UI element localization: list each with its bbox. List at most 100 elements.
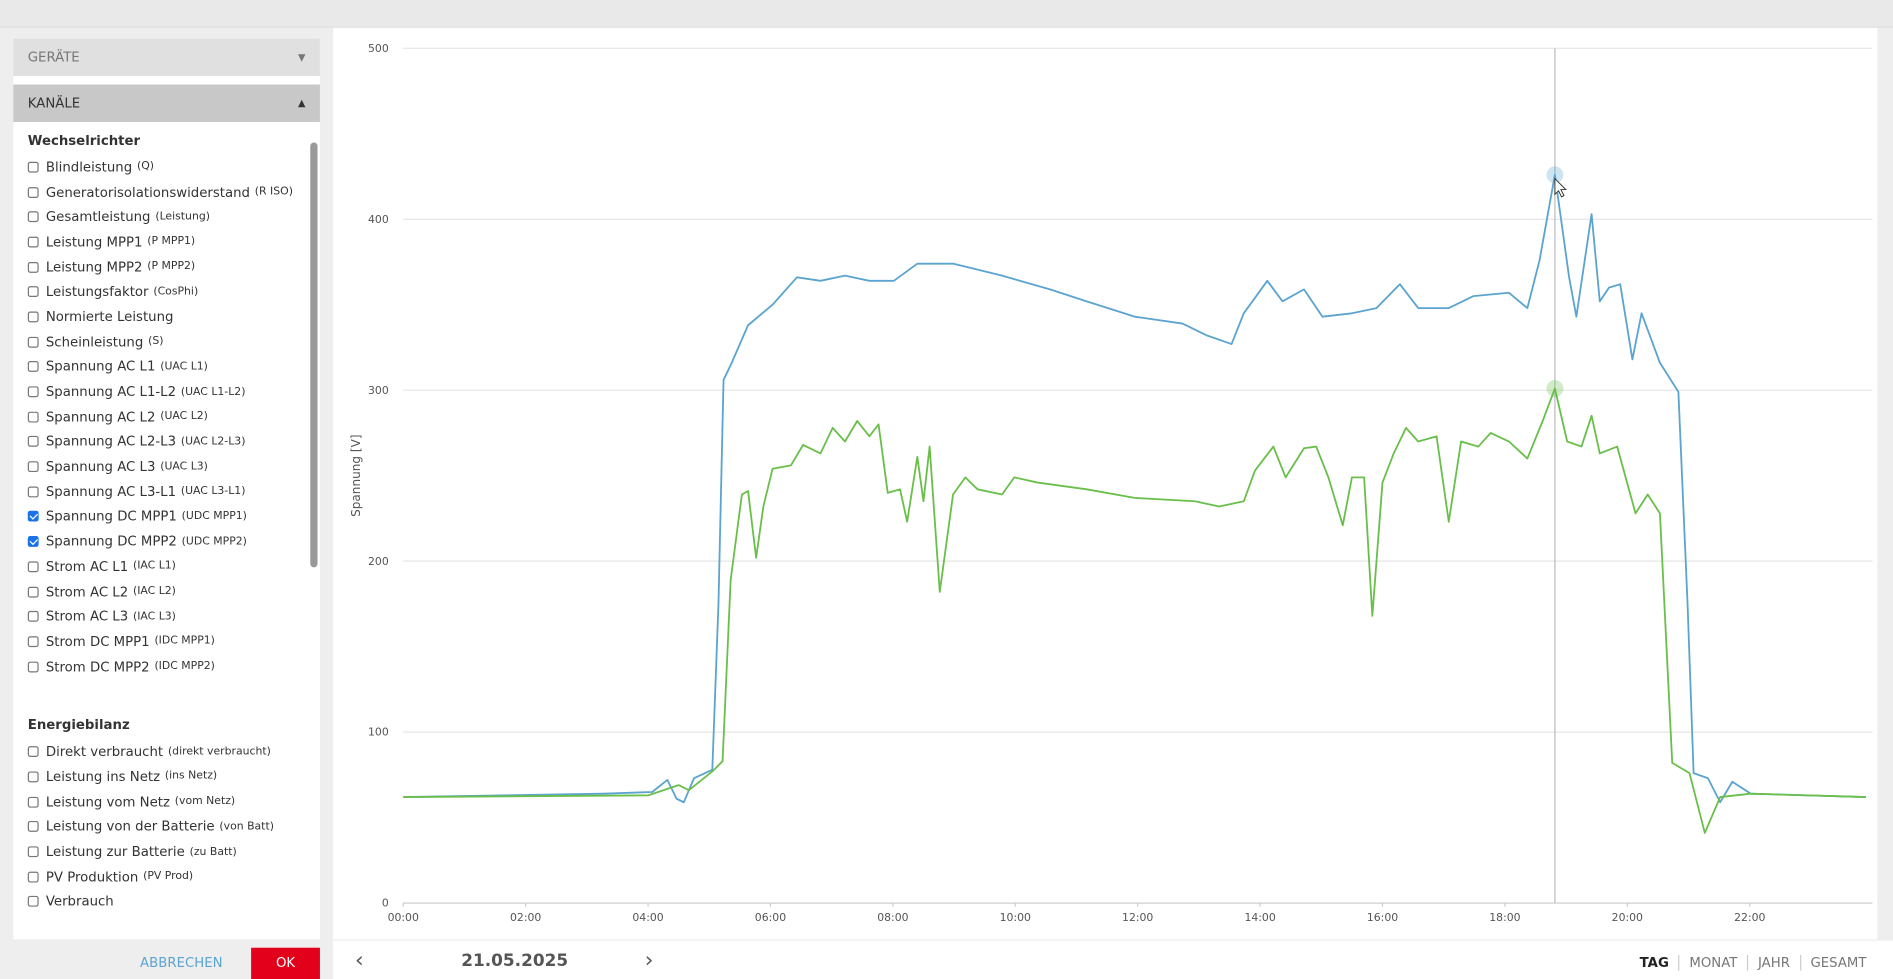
channel-item[interactable]: Leistung von der Batterie (von Batt): [13, 814, 305, 839]
channel-item[interactable]: Strom AC L3 (IAC L3): [13, 604, 305, 629]
arrow: ▼: [298, 51, 306, 63]
channel-code: (zu Batt): [189, 845, 237, 858]
channel-item[interactable]: Generatorisolationswiderstand (R ISO): [13, 180, 305, 205]
checkbox[interactable]: [27, 636, 39, 647]
checkbox[interactable]: [27, 361, 39, 373]
checkbox[interactable]: [27, 896, 39, 908]
checkbox[interactable]: [27, 286, 39, 298]
checkbox[interactable]: [27, 661, 39, 672]
period-tab[interactable]: JAHR: [1747, 954, 1800, 971]
channel-item[interactable]: Normierte Leistung: [13, 304, 305, 329]
channel-item[interactable]: Leistung ins Netz (ins Netz): [13, 764, 305, 789]
channel-item[interactable]: Verbrauch: [13, 889, 305, 914]
period-tab[interactable]: GESAMT: [1799, 954, 1877, 971]
channel-code: (IDC MPP1): [154, 635, 215, 648]
channel-item[interactable]: Leistungsfaktor (CosPhi): [13, 279, 305, 304]
channel-item[interactable]: Spannung AC L3-L1 (UAC L3-L1): [13, 479, 305, 504]
checkbox[interactable]: [27, 261, 39, 273]
channel-item[interactable]: PV Produktion (PV Prod): [13, 864, 305, 889]
channel-item[interactable]: Strom AC L1 (IAC L1): [13, 554, 305, 579]
accordion-header[interactable]: GERÄTE ▼: [13, 38, 320, 77]
prev-button[interactable]: ‹: [354, 947, 364, 974]
channel-item[interactable]: Direkt verbraucht (direkt verbraucht): [13, 739, 305, 764]
scrollbar[interactable]: [309, 123, 319, 937]
channel-code: (UAC L1-L2): [180, 385, 246, 398]
channel-item[interactable]: Strom DC MPP1 (IDC MPP1): [13, 629, 305, 654]
checkbox[interactable]: [27, 536, 39, 548]
channel-label: Direkt verbraucht: [45, 744, 164, 760]
checkbox[interactable]: [27, 461, 39, 473]
channel-label: Leistung von der Batterie: [45, 818, 215, 835]
section-title: KANÄLE: [27, 95, 81, 112]
channel-label: Blindleistung: [45, 159, 133, 175]
x-tick-label: 22:00: [1734, 911, 1765, 924]
sidebar: GERÄTE ▼ KANÄLE ▲ Wechselrichter Blindleist…: [13, 38, 320, 940]
buttons: ABBRECHEN OK: [13, 947, 320, 979]
checkbox[interactable]: [27, 611, 39, 623]
checkbox[interactable]: [27, 511, 39, 523]
channel-item[interactable]: Spannung AC L2-L3 (UAC L2-L3): [13, 429, 305, 454]
x-tick-label: 08:00: [877, 911, 908, 924]
group-title: Energiebilanz: [27, 717, 130, 734]
channel-code: (von Batt): [219, 820, 274, 833]
checkbox[interactable]: [27, 436, 39, 448]
y-tick-label: 500: [368, 42, 389, 55]
group-title: Wechselrichter: [27, 132, 141, 149]
channel-item[interactable]: Spannung DC MPP2 (UDC MPP2): [13, 529, 305, 554]
checkbox[interactable]: [27, 771, 39, 783]
channel-item[interactable]: Spannung AC L2 (UAC L2): [13, 404, 305, 429]
channel-label: Spannung AC L1-L2: [45, 383, 177, 400]
checkbox[interactable]: [27, 211, 39, 223]
checkbox[interactable]: [27, 796, 39, 808]
channel-label: Gesamtleistung: [45, 209, 151, 225]
channel-code: (IAC L1): [132, 560, 176, 573]
checkbox[interactable]: [27, 411, 39, 423]
channel-item[interactable]: Leistung MPP1 (P MPP1): [13, 229, 305, 254]
channel-code: (UAC L3-L1): [180, 485, 246, 498]
checkbox[interactable]: [27, 311, 39, 323]
checkbox[interactable]: [27, 746, 39, 758]
channel-label: Leistung MPP2: [45, 259, 143, 275]
channel-item[interactable]: Scheinleistung (S): [13, 329, 305, 354]
channel-item[interactable]: Gesamtleistung (Leistung): [13, 204, 305, 229]
checkbox[interactable]: [27, 561, 39, 573]
checkbox[interactable]: [27, 386, 39, 398]
checkbox[interactable]: [27, 161, 39, 173]
channel-code: (UDC MPP2): [181, 535, 247, 548]
next-button[interactable]: ›: [644, 947, 654, 974]
top-bar: [0, 0, 1893, 28]
checkbox[interactable]: [27, 336, 39, 348]
checkbox[interactable]: [27, 871, 39, 883]
accordion-header[interactable]: KANÄLE ▲: [13, 84, 320, 122]
channel-item[interactable]: Leistung zur Batterie (zu Batt): [13, 839, 305, 864]
channel-item[interactable]: Spannung AC L3 (UAC L3): [13, 454, 305, 479]
channel-code: (UAC L1): [160, 360, 208, 373]
channel-item[interactable]: Spannung AC L1-L2 (UAC L1-L2): [13, 379, 305, 404]
channel-item[interactable]: Blindleistung (Q): [13, 155, 305, 180]
channel-item[interactable]: Strom DC MPP2 (IDC MPP2): [13, 654, 305, 679]
checkbox[interactable]: [27, 486, 39, 498]
scroll-thumb[interactable]: [310, 142, 318, 568]
x-tick-label: 02:00: [510, 911, 541, 924]
channel-item[interactable]: Strom AC L2 (IAC L2): [13, 579, 305, 604]
checkbox[interactable]: [27, 186, 39, 198]
checkbox[interactable]: [27, 586, 39, 598]
channel-item[interactable]: Leistung vom Netz (vom Netz): [13, 789, 305, 814]
channel-label: Spannung AC L3: [45, 458, 156, 475]
channel-label: Strom AC L3: [45, 608, 129, 625]
period-tab[interactable]: TAG: [1639, 954, 1669, 971]
channel-code: (Leistung): [155, 210, 210, 224]
ok-button[interactable]: OK: [251, 947, 320, 979]
period-tab[interactable]: MONAT: [1678, 954, 1748, 971]
checkbox[interactable]: [27, 846, 39, 858]
checkbox[interactable]: [27, 236, 39, 248]
cancel-button[interactable]: ABBRECHEN: [140, 954, 223, 971]
channel-code: (UAC L2): [160, 410, 208, 423]
channel-item[interactable]: Leistung MPP2 (P MPP2): [13, 254, 305, 279]
channel-item[interactable]: Spannung DC MPP1 (UDC MPP1): [13, 504, 305, 529]
y-tick-label: 400: [368, 213, 389, 226]
series-line: [403, 173, 1867, 804]
channel-item[interactable]: Spannung AC L1 (UAC L1): [13, 354, 305, 379]
checkbox[interactable]: [27, 821, 39, 833]
